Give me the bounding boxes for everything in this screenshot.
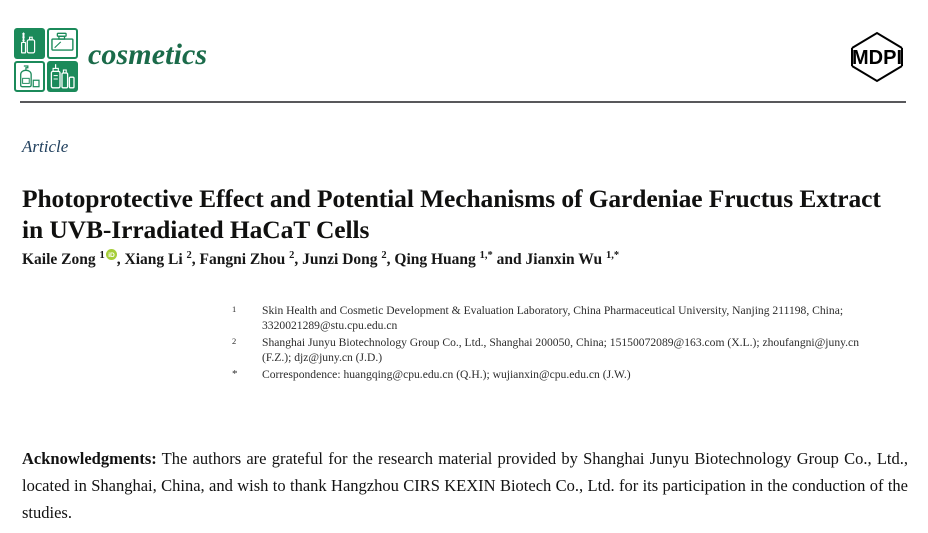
logo-tile-dropper-bottles — [47, 61, 78, 92]
acknowledgments-label: Acknowledgments: — [22, 448, 157, 468]
author-name[interactable]: Fangni Zhou — [199, 251, 290, 268]
affiliation-text: Shanghai Junyu Biotechnology Group Co., … — [262, 335, 860, 365]
affiliation-row: 1 Skin Health and Cosmetic Development & … — [232, 303, 882, 333]
author-separator: , — [116, 251, 125, 268]
author-separator: , — [191, 251, 200, 268]
author-separator: , — [386, 251, 395, 268]
acknowledgments-body: The authors are grateful for the researc… — [22, 448, 908, 522]
mdpi-logo-text: MDPI — [852, 47, 902, 69]
author-affiliation-marker: 2 — [381, 249, 387, 261]
author-name[interactable]: Kaile Zong — [22, 251, 100, 268]
author-affiliation-marker: 2 — [186, 249, 192, 261]
article-type-label: Article — [22, 137, 69, 156]
cosmetics-bottles-logo[interactable] — [14, 28, 78, 92]
mdpi-hexagon-logo[interactable]: MDPI — [846, 28, 908, 86]
author-name[interactable]: Junzi Dong — [302, 251, 382, 268]
author-separator: , — [294, 251, 303, 268]
author-affiliation-marker: 2 — [289, 249, 295, 261]
affiliation-row: * Correspondence: huangqing@cpu.edu.cn (Q… — [232, 367, 882, 382]
affiliation-text: Skin Health and Cosmetic Development & E… — [262, 304, 844, 333]
author-list: Kaile Zong 1 iD, Xiang Li 2, Fangni Zhou … — [22, 249, 902, 270]
acknowledgments-paragraph: Acknowledgments: The authors are gratefu… — [22, 445, 908, 526]
affiliation-row: 2 Shanghai Junyu Biotechnology Group Co.,… — [232, 335, 882, 365]
author-name[interactable]: Jianxin Wu — [525, 251, 606, 268]
journal-title[interactable]: cosmetics — [88, 38, 208, 71]
logo-tile-perfume-box — [47, 28, 78, 59]
logo-tile-pump-bottle — [14, 61, 45, 92]
header-divider — [20, 101, 906, 103]
author-name[interactable]: Qing Huang — [394, 251, 480, 268]
orcid-id-icon[interactable]: iD — [105, 249, 117, 260]
svg-text:iD: iD — [108, 252, 115, 259]
page-masthead: cosmetics MDPI — [0, 0, 928, 103]
logo-tile-mascara — [14, 28, 45, 59]
page-title: Photoprotective Effect and Potential Mec… — [22, 184, 881, 245]
affiliations-block: 1 Skin Health and Cosmetic Development & … — [232, 303, 882, 384]
author-name[interactable]: Xiang Li — [124, 251, 187, 268]
author-affiliation-marker: 1 — [99, 249, 105, 261]
author-affiliation-marker: 1,* — [605, 249, 620, 261]
affiliation-marker: 2 — [232, 335, 237, 346]
author-separator: and — [492, 251, 526, 268]
affiliation-marker: * — [232, 367, 238, 380]
affiliation-text: Correspondence: huangqing@cpu.edu.cn (Q.… — [262, 367, 631, 381]
author-affiliation-marker: 1,* — [479, 249, 493, 261]
affiliation-marker: 1 — [232, 304, 237, 314]
